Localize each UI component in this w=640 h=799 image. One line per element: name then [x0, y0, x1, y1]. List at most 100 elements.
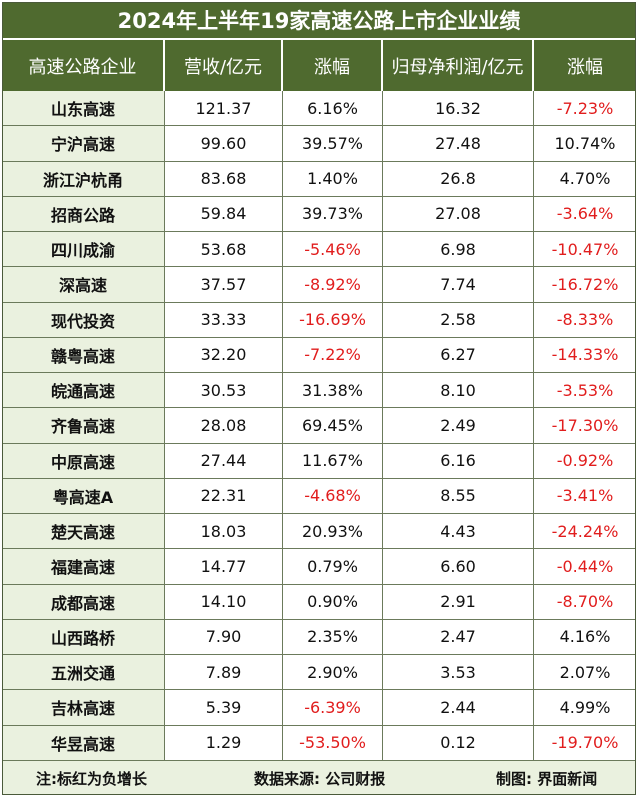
- company-cell: 招商公路: [2, 196, 165, 231]
- company-cell: 现代投资: [2, 302, 165, 337]
- profit-cell: 2.58: [383, 302, 534, 337]
- profit-growth-cell: -0.44%: [556, 556, 614, 576]
- profit-cell: 4.43: [383, 514, 534, 549]
- table-row: 四川成渝 53.68 -5.46% 6.98 -10.47%: [2, 232, 636, 268]
- profit-cell: 16.32: [383, 91, 534, 126]
- revenue-cell: 28.08: [165, 408, 283, 443]
- company-cell: 五洲交通: [2, 655, 165, 690]
- profit-cell: 8.55: [383, 478, 534, 513]
- profit-cell: 2.49: [383, 408, 534, 443]
- revenue-growth-cell: 0.90%: [283, 584, 383, 619]
- table-row: 粤高速A 22.31 -4.68% 8.55 -3.41%: [2, 478, 636, 514]
- table-row: 山西路桥 7.90 2.35% 2.47 4.16%: [2, 619, 636, 655]
- profit-growth-cell: -8.33%: [556, 310, 614, 330]
- revenue-cell: 53.68: [165, 232, 283, 267]
- profit-growth-cell: -17.30%: [551, 415, 619, 435]
- revenue-cell: 1.29: [165, 725, 283, 760]
- revenue-growth-cell: -7.22%: [283, 337, 383, 372]
- profit-growth-cell: -14.33%: [551, 345, 619, 365]
- profit-growth-cell: 4.99%: [559, 697, 611, 717]
- profit-growth-cell: -0.92%: [556, 451, 614, 471]
- footer-source: 数据来源: 公司财报: [254, 769, 386, 788]
- company-cell: 齐鲁高速: [2, 408, 165, 443]
- footer-credit: 制图: 界面新闻: [496, 769, 598, 788]
- revenue-cell: 14.10: [165, 584, 283, 619]
- profit-growth-cell: 10.74%: [554, 133, 616, 153]
- company-cell: 四川成渝: [2, 232, 165, 267]
- profit-growth-cell: -3.64%: [556, 204, 614, 224]
- revenue-growth-cell: 31.38%: [283, 373, 383, 408]
- revenue-growth-cell: -4.68%: [283, 478, 383, 513]
- company-cell: 中原高速: [2, 443, 165, 478]
- company-cell: 赣粤高速: [2, 337, 165, 372]
- company-cell: 粤高速A: [2, 478, 165, 513]
- revenue-growth-cell: -6.39%: [283, 690, 383, 725]
- revenue-cell: 59.84: [165, 196, 283, 231]
- company-cell: 吉林高速: [2, 690, 165, 725]
- revenue-growth-cell: 39.73%: [283, 196, 383, 231]
- header-company: 高速公路企业: [2, 40, 165, 91]
- profit-growth-cell: 4.16%: [559, 627, 611, 647]
- company-cell: 皖通高速: [2, 373, 165, 408]
- revenue-growth-cell: 6.16%: [283, 91, 383, 126]
- company-cell: 成都高速: [2, 584, 165, 619]
- profit-growth-cell: -16.72%: [551, 274, 619, 294]
- table-row: 五洲交通 7.89 2.90% 3.53 2.07%: [2, 655, 636, 691]
- revenue-cell: 33.33: [165, 302, 283, 337]
- table-row: 赣粤高速 32.20 -7.22% 6.27 -14.33%: [2, 337, 636, 373]
- header-revenue-growth: 涨幅: [283, 40, 383, 91]
- revenue-cell: 121.37: [165, 91, 283, 126]
- table-row: 华昱高速 1.29 -53.50% 0.12 -19.70%: [2, 725, 636, 761]
- table-row: 浙江沪杭甬 83.68 1.40% 26.8 4.70%: [2, 161, 636, 197]
- table-row: 山东高速 121.37 6.16% 16.32 -7.23%: [2, 91, 636, 127]
- revenue-cell: 30.53: [165, 373, 283, 408]
- profit-cell: 27.48: [383, 126, 534, 161]
- profit-cell: 27.08: [383, 196, 534, 231]
- table-body: 山东高速 121.37 6.16% 16.32 -7.23% 宁沪高速 99.60 39.57…: [2, 91, 636, 761]
- company-cell: 楚天高速: [2, 514, 165, 549]
- profit-growth-cell: -19.70%: [551, 733, 619, 753]
- revenue-growth-cell: 39.57%: [283, 126, 383, 161]
- table-row: 齐鲁高速 28.08 69.45% 2.49 -17.30%: [2, 408, 636, 444]
- revenue-growth-cell: -5.46%: [283, 232, 383, 267]
- revenue-growth-cell: 0.79%: [283, 549, 383, 584]
- profit-cell: 2.47: [383, 619, 534, 654]
- company-cell: 浙江沪杭甬: [2, 161, 165, 196]
- revenue-growth-cell: 69.45%: [283, 408, 383, 443]
- profit-growth-cell: -8.70%: [556, 592, 614, 612]
- revenue-cell: 7.90: [165, 619, 283, 654]
- company-cell: 山西路桥: [2, 619, 165, 654]
- table-header: 高速公路企业 营收/亿元 涨幅 归母净利润/亿元 涨幅: [2, 40, 636, 91]
- profit-growth-cell: -10.47%: [551, 239, 619, 259]
- profit-cell: 6.16: [383, 443, 534, 478]
- profit-growth-cell: 2.07%: [559, 662, 611, 682]
- profit-growth-cell: -3.53%: [556, 380, 614, 400]
- company-cell: 华昱高速: [2, 725, 165, 760]
- company-cell: 山东高速: [2, 91, 165, 126]
- revenue-cell: 27.44: [165, 443, 283, 478]
- table-row: 深高速 37.57 -8.92% 7.74 -16.72%: [2, 267, 636, 303]
- profit-growth-cell: -24.24%: [551, 521, 619, 541]
- revenue-cell: 22.31: [165, 478, 283, 513]
- profit-growth-cell: -7.23%: [556, 98, 614, 118]
- table-footer: 注:标红为负增长 数据来源: 公司财报 制图: 界面新闻: [2, 761, 636, 795]
- company-cell: 宁沪高速: [2, 126, 165, 161]
- header-revenue: 营收/亿元: [165, 40, 283, 91]
- profit-cell: 0.12: [383, 725, 534, 760]
- profit-cell: 6.27: [383, 337, 534, 372]
- table-row: 招商公路 59.84 39.73% 27.08 -3.64%: [2, 196, 636, 232]
- profit-cell: 8.10: [383, 373, 534, 408]
- company-cell: 福建高速: [2, 549, 165, 584]
- profit-cell: 26.8: [383, 161, 534, 196]
- revenue-growth-cell: 2.90%: [283, 655, 383, 690]
- profit-growth-cell: 4.70%: [559, 169, 611, 189]
- revenue-cell: 18.03: [165, 514, 283, 549]
- page-title: 2024年上半年19家高速公路上市企业业绩: [2, 2, 636, 40]
- profit-cell: 6.98: [383, 232, 534, 267]
- profit-cell: 2.44: [383, 690, 534, 725]
- profit-cell: 6.60: [383, 549, 534, 584]
- header-net-profit: 归母净利润/亿元: [383, 40, 534, 91]
- profit-cell: 2.91: [383, 584, 534, 619]
- table-row: 楚天高速 18.03 20.93% 4.43 -24.24%: [2, 514, 636, 550]
